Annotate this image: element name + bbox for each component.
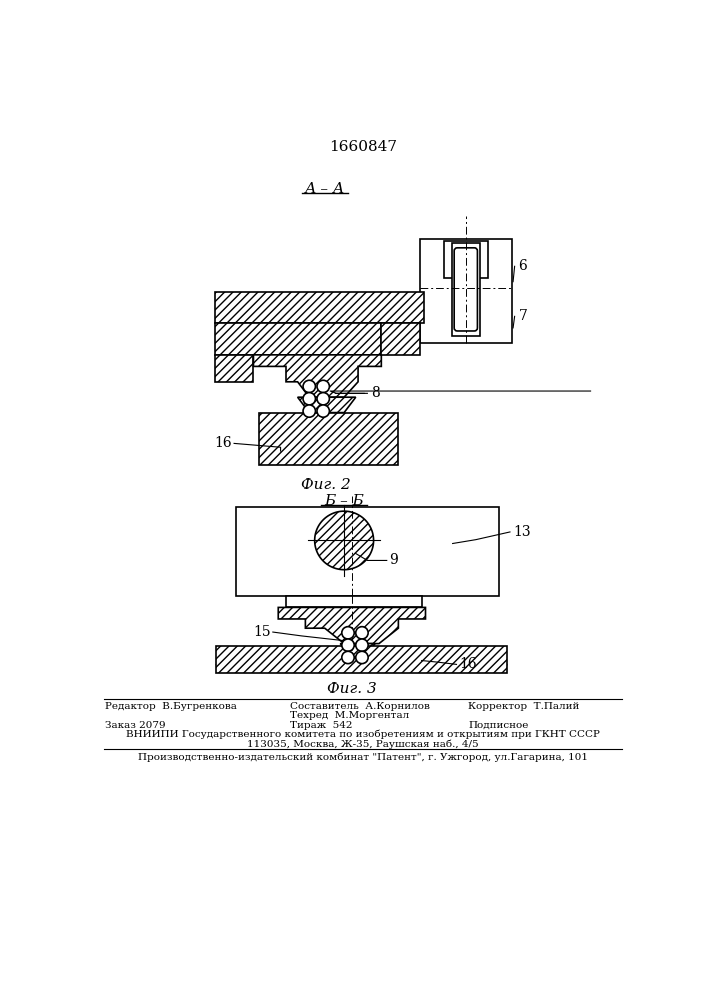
- Bar: [444, 241, 488, 278]
- Text: Б – Б: Б – Б: [325, 494, 364, 508]
- Text: 16: 16: [214, 436, 232, 450]
- Text: 6: 6: [518, 259, 527, 273]
- Text: Составитель  А.Корнилов: Составитель А.Корнилов: [290, 702, 430, 711]
- Polygon shape: [315, 511, 373, 570]
- FancyBboxPatch shape: [454, 248, 477, 331]
- Text: 15: 15: [253, 625, 271, 639]
- Text: 16: 16: [459, 657, 477, 671]
- Bar: [216, 646, 507, 673]
- Circle shape: [303, 393, 315, 405]
- Text: Подписное: Подписное: [468, 721, 529, 730]
- Polygon shape: [381, 323, 420, 355]
- Bar: [215, 292, 424, 323]
- Bar: [259, 413, 398, 465]
- Polygon shape: [298, 397, 356, 413]
- Text: Фиг. 2: Фиг. 2: [301, 478, 351, 492]
- Polygon shape: [340, 644, 375, 657]
- Circle shape: [356, 651, 368, 664]
- Text: 1660847: 1660847: [329, 140, 397, 154]
- Polygon shape: [279, 607, 426, 644]
- Text: Фиг. 3: Фиг. 3: [327, 682, 377, 696]
- Circle shape: [303, 405, 315, 417]
- Text: А – А: А – А: [305, 182, 345, 196]
- Text: 9: 9: [389, 553, 398, 567]
- Circle shape: [303, 380, 315, 393]
- Text: 7: 7: [518, 309, 527, 323]
- Text: Редактор  В.Бугренкова: Редактор В.Бугренкова: [105, 702, 238, 711]
- Bar: [420, 239, 512, 343]
- Bar: [452, 243, 480, 336]
- Bar: [286, 596, 421, 607]
- Text: 8: 8: [371, 386, 380, 400]
- Text: 113035, Москва, Ж-35, Раушская наб., 4/5: 113035, Москва, Ж-35, Раушская наб., 4/5: [247, 739, 479, 749]
- Circle shape: [356, 627, 368, 639]
- Text: 13: 13: [513, 525, 531, 539]
- Circle shape: [317, 405, 329, 417]
- Polygon shape: [216, 647, 507, 665]
- Bar: [235, 507, 499, 596]
- Circle shape: [356, 639, 368, 651]
- Bar: [215, 355, 253, 382]
- Text: Производственно-издательский комбинат "Патент", г. Ужгород, ул.Гагарина, 101: Производственно-издательский комбинат "П…: [138, 752, 588, 762]
- Bar: [215, 323, 381, 355]
- Circle shape: [341, 627, 354, 639]
- Polygon shape: [253, 355, 381, 397]
- Text: Корректор  Т.Палий: Корректор Т.Палий: [468, 702, 580, 711]
- Text: ВНИИПИ Государственного комитета по изобретениям и открытиям при ГКНТ СССР: ВНИИПИ Государственного комитета по изоб…: [126, 730, 600, 739]
- Circle shape: [317, 393, 329, 405]
- Text: Тираж  542: Тираж 542: [290, 721, 352, 730]
- Text: Техред  М.Моргентал: Техред М.Моргентал: [290, 711, 409, 720]
- Circle shape: [341, 651, 354, 664]
- Circle shape: [341, 639, 354, 651]
- Circle shape: [317, 380, 329, 393]
- Text: Заказ 2079: Заказ 2079: [105, 721, 166, 730]
